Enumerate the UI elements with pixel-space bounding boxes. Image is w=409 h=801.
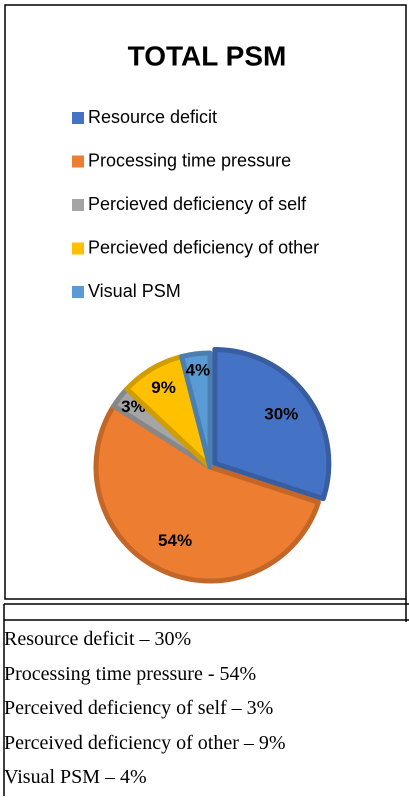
pie-slice bbox=[93, 403, 321, 584]
pie-slice bbox=[179, 350, 213, 470]
legend-swatch bbox=[72, 112, 84, 124]
caption-line: Visual PSM – 4% bbox=[4, 766, 147, 789]
legend-label: Percieved deficiency of self bbox=[88, 194, 307, 214]
legend-label: Percieved deficiency of other bbox=[88, 237, 319, 257]
caption-line: Resource deficit – 30% bbox=[4, 628, 192, 650]
caption-line: Processing time pressure - 54% bbox=[4, 662, 257, 685]
data-label: 30% bbox=[264, 405, 298, 424]
legend-swatch bbox=[72, 286, 84, 298]
data-label: 54% bbox=[158, 531, 192, 550]
legend-label: Visual PSM bbox=[88, 281, 181, 301]
legend-label: Resource deficit bbox=[88, 107, 217, 127]
chart-title: TOTAL PSM bbox=[128, 40, 287, 71]
caption: Resource deficit – 30% Processing time pr… bbox=[4, 622, 404, 795]
legend-label: Processing time pressure bbox=[88, 150, 291, 170]
data-label: 4% bbox=[186, 360, 211, 379]
legend-swatch bbox=[72, 242, 84, 255]
legend-swatch bbox=[72, 155, 84, 168]
caption-line: Perceived deficiency of self – 3% bbox=[4, 697, 274, 720]
legend-swatch bbox=[72, 199, 84, 211]
caption-line: Perceived deficiency of other – 9% bbox=[4, 731, 286, 754]
data-label: 9% bbox=[151, 378, 176, 397]
pie-slice bbox=[212, 346, 332, 502]
